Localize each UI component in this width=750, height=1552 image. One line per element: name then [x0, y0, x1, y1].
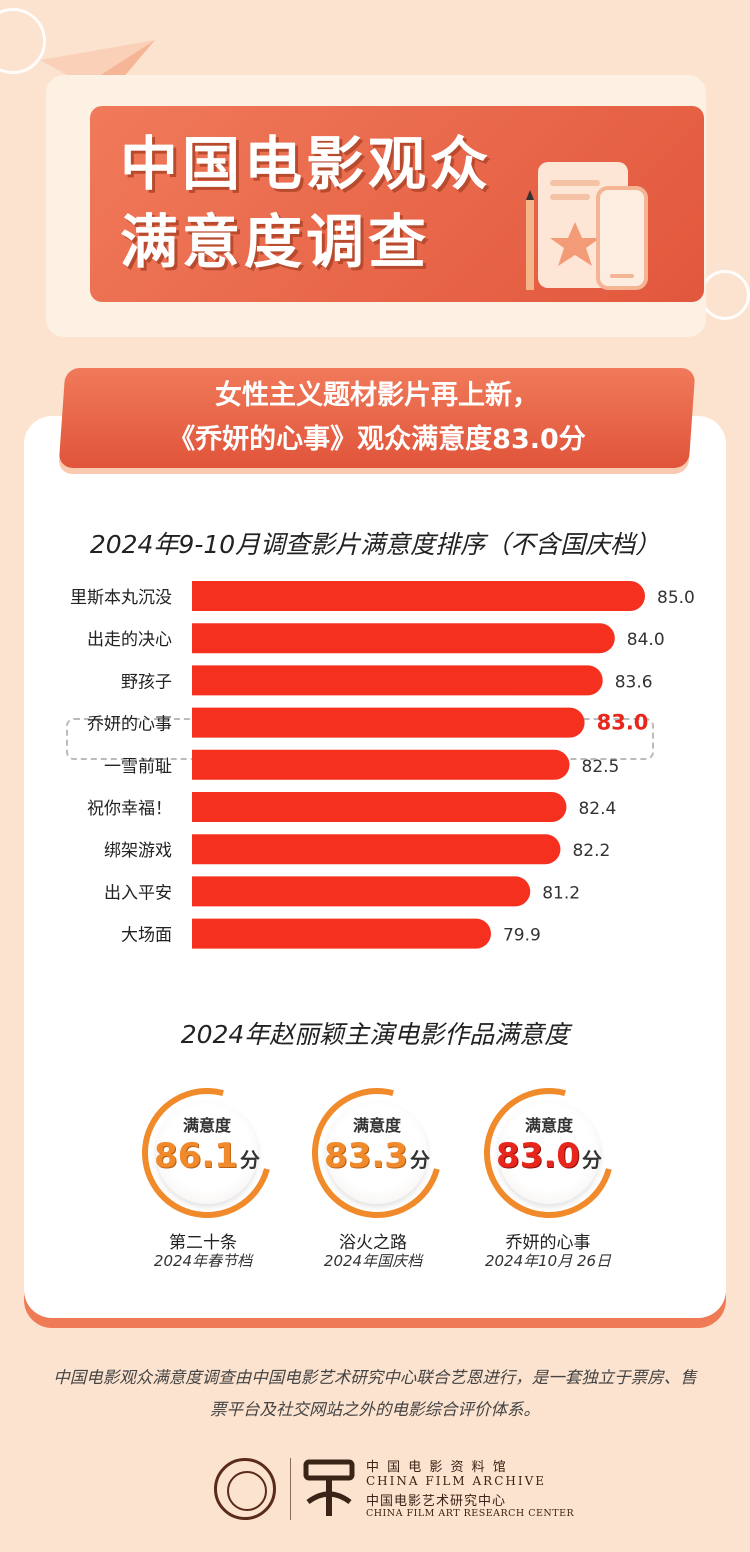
- bar-category-label: 乔妍的心事: [87, 715, 172, 735]
- bar-category-label: 绑架游戏: [104, 841, 172, 861]
- bar: [192, 918, 491, 949]
- bar: [192, 792, 567, 822]
- bar: [192, 623, 615, 654]
- badge-label: 满意度: [182, 1116, 231, 1135]
- bar: [192, 876, 531, 907]
- bar: [192, 749, 570, 780]
- bar-value-label: 83.6: [615, 672, 653, 692]
- chart-title: 2024年9-10月调查影片满意度排序（不含国庆档）: [89, 530, 661, 559]
- badge-score: 83.3 分: [324, 1136, 430, 1176]
- badge-score: 86.1 分: [154, 1136, 260, 1176]
- org-name-en-1: CHINA FILM ARCHIVE: [366, 1474, 547, 1488]
- bar-category-label: 一雪前耻: [104, 757, 172, 777]
- score-badge-2: 满意度 83.3 分: [288, 1064, 466, 1242]
- bar-category-label: 出入平安: [104, 883, 172, 903]
- bar-value-label: 82.2: [572, 841, 610, 861]
- bar-category-label: 大场面: [121, 926, 172, 946]
- org-name-en-2: CHINA FILM ART RESEARCH CENTER: [366, 1508, 575, 1519]
- china-film-archive-seal-icon: [214, 1458, 276, 1520]
- org-name-cn-1: 中 国 电 影 资 料 馆: [366, 1460, 508, 1475]
- decorative-swirl-right: [700, 270, 750, 320]
- bar: [192, 707, 585, 738]
- badge-label: 满意度: [524, 1116, 573, 1135]
- film-release-3: 2024年10月 26日: [484, 1252, 612, 1270]
- score-badge-3: 满意度 83.0 分: [460, 1064, 638, 1242]
- badge-label: 满意度: [352, 1116, 401, 1135]
- bar-value-label: 85.0: [657, 588, 695, 608]
- film-art-center-logo-icon: [303, 1459, 355, 1516]
- film-name-1: 第二十条: [169, 1233, 237, 1253]
- survey-document-icon: [526, 162, 648, 290]
- film-release-1: 2024年春节档: [153, 1252, 253, 1270]
- bar-value-label: 81.2: [542, 883, 580, 903]
- logo-divider: [290, 1458, 291, 1520]
- ranking-bar-chart: 里斯本丸沉没 85.0 出走的决心 84.0 野孩子 83.6 乔妍的心事 83.0 一雪前耻 8…: [70, 581, 695, 949]
- page-title: 中国电影观众 满意度调查: [120, 130, 493, 276]
- bar-value-label: 79.9: [503, 926, 541, 946]
- bar-category-label: 出走的决心: [87, 630, 172, 650]
- bar-category-label: 祝你幸福！: [87, 799, 172, 819]
- film-name-3: 乔妍的心事: [505, 1233, 591, 1253]
- badge-score: 83.0 分: [496, 1136, 602, 1176]
- section-title: 2024年赵丽颖主演电影作品满意度: [180, 1020, 570, 1049]
- bar-value-label: 82.5: [582, 757, 620, 777]
- film-release-2: 2024年国庆档: [323, 1252, 423, 1270]
- score-badge-1: 满意度 86.1 分: [118, 1064, 296, 1242]
- bar: [192, 834, 561, 865]
- footer-note: 中国电影观众满意度调查由中国电影艺术研究中心联合艺恩进行，是一套独立于票房、售票…: [53, 1368, 697, 1419]
- bar: [192, 665, 603, 696]
- bar-value-label: 82.4: [578, 799, 616, 819]
- org-name-cn-2: 中国电影艺术研究中心: [366, 1494, 507, 1509]
- bar-value-label: 84.0: [627, 630, 665, 650]
- bar: [192, 581, 645, 611]
- bar-value-label: 83.0: [597, 711, 649, 735]
- bar-category-label: 里斯本丸沉没: [70, 588, 172, 608]
- bar-category-label: 野孩子: [121, 672, 172, 692]
- film-name-2: 浴火之路: [339, 1233, 407, 1253]
- subtitle: 女性主义题材影片再上新， 《乔妍的心事》观众满意度83.0分: [168, 380, 586, 455]
